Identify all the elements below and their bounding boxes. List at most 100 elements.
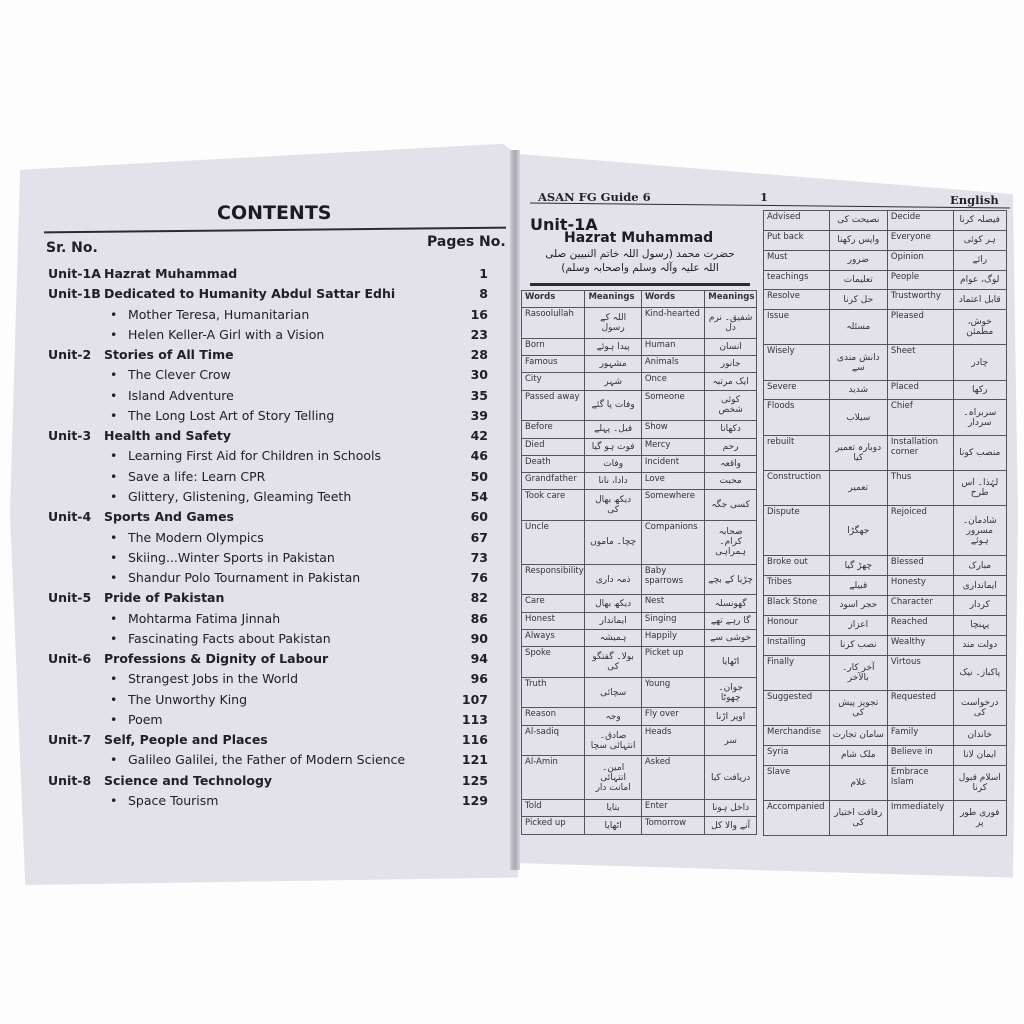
- word-cell: Heads: [640, 724, 706, 757]
- contents-entry: Glittery, Glistening, Gleaming Teeth 54: [48, 489, 488, 509]
- entry-page-number: 30: [470, 367, 488, 383]
- contents-entry: The Unworthy King 107: [48, 692, 488, 712]
- meaning-cell: جانور: [704, 355, 757, 374]
- entry-page-number: 46: [470, 448, 488, 464]
- meaning-cell: مسئلہ: [828, 309, 888, 346]
- word-cell: Floods: [763, 399, 830, 436]
- pages-no-header: Pages No.: [427, 234, 506, 250]
- entry-page-number: 23: [470, 326, 488, 342]
- entry-title: The Unworthy King: [110, 692, 247, 707]
- word-cell: Famous: [520, 355, 586, 374]
- table-row: Construction تعمیر Thus لہٰذا۔ اس طرح: [763, 469, 1008, 506]
- table-row: Told بتایا Enter داخل ہونا: [520, 799, 757, 818]
- table-row: Death وفات Incident واقعہ: [520, 454, 757, 474]
- entry-title: Self, People and Places: [104, 732, 268, 748]
- table-row: Rasoolullah اللہ کے رسول Kind-hearted شفیق۔…: [520, 307, 757, 339]
- meaning-cell: رفاقت اختیار کی: [828, 799, 888, 837]
- table-row: Must ضرور Opinion رائے: [763, 249, 1008, 271]
- entry-page-number: 28: [470, 347, 488, 363]
- meaning-cell: آخر کار۔ بالآخر: [828, 654, 888, 691]
- meaning-cell: آنے والا کل: [704, 816, 757, 835]
- table-row: Advised نصیحت کی Decide فیصلہ کرنا: [763, 210, 1008, 231]
- contents-entry: Galileo Galilei, the Father of Modern Sc…: [48, 752, 488, 772]
- meaning-cell: قبل۔ پہلے: [584, 420, 642, 439]
- word-cell: Family: [886, 724, 954, 746]
- meaning-cell: جوان۔ چھوٹا: [704, 676, 757, 709]
- entry-page-number: 60: [470, 509, 488, 525]
- entry-page-number: 90: [470, 630, 488, 646]
- table-row: Honour اعزاز Reached پہنچا: [763, 614, 1008, 636]
- word-cell: Thus: [886, 469, 954, 506]
- word-cell: Al-sadiq: [520, 724, 586, 757]
- word-cell: Kind-hearted: [640, 307, 706, 339]
- entry-title: Science and Technology: [104, 772, 273, 788]
- meaning-cell: سربراہ۔ سردار: [952, 399, 1008, 436]
- meaning-cell: دادا، نانا: [584, 472, 642, 491]
- contents-entry: The Clever Crow 30: [48, 367, 488, 387]
- word-cell: Reached: [886, 614, 954, 636]
- meaning-cell: دوبارہ تعمیر کیا: [828, 434, 888, 471]
- word-cell: Baby sparrows: [640, 563, 706, 596]
- word-cell: Installation corner: [886, 434, 954, 471]
- word-cell: rebuilt: [763, 434, 830, 471]
- meaning-cell: جھگڑا: [828, 504, 888, 557]
- vocab-table-right: Advised نصیحت کی Decide فیصلہ کرنا Put back و…: [763, 210, 1008, 837]
- unit-label: Unit-1A: [48, 266, 101, 281]
- word-cell: Black Stone: [763, 595, 830, 616]
- entry-page-number: 96: [470, 671, 488, 687]
- table-row: Picked up اٹھایا Tomorrow آنے والا کل: [520, 816, 757, 835]
- word-cell: Merchandise: [763, 724, 830, 746]
- word-cell: Pleased: [886, 309, 954, 346]
- word-cell: Requested: [886, 689, 954, 726]
- contents-entry: Unit-1A Hazrat Muhammad 1: [48, 266, 488, 286]
- meaning-cell: حجر اسود: [828, 595, 888, 616]
- meaning-cell: کوئی شخص: [704, 389, 757, 422]
- meaning-cell: خاندان: [952, 724, 1008, 746]
- table-row: Honest ایماندار Singing گا رہے تھے: [520, 611, 757, 631]
- meaning-cell: اعزاز: [828, 614, 888, 636]
- meaning-cell: ایماندار: [584, 611, 642, 631]
- table-row: Slave غلام Embrace Islam اسلام قبول کرنا: [763, 764, 1008, 801]
- meaning-cell: چادر: [952, 344, 1008, 381]
- meaning-cell: دولت مند: [952, 634, 1008, 656]
- meaning-cell: ذمہ داری: [584, 563, 642, 596]
- column-header: Meanings: [584, 289, 642, 309]
- word-cell: Embrace Islam: [886, 764, 954, 801]
- word-cell: Character: [886, 595, 954, 616]
- meaning-cell: وفات: [584, 454, 642, 474]
- table-row: Al-Amin امین۔ انتہائی امانت دار Asked دریاف…: [520, 755, 757, 801]
- table-row: rebuilt دوبارہ تعمیر کیا Installation corn…: [763, 434, 1008, 471]
- word-cell: Always: [520, 629, 586, 648]
- entry-page-number: 42: [470, 428, 488, 444]
- word-cell: Slave: [763, 764, 830, 801]
- word-cell: Mercy: [640, 437, 706, 456]
- table-row: Issue مسئلہ Pleased خوش، مطمئن: [763, 309, 1008, 346]
- table-row: Reason وجہ Fly over اوپر اڑنا: [520, 707, 757, 726]
- meaning-cell: منصب کونا: [952, 434, 1008, 471]
- word-cell: Human: [640, 337, 706, 357]
- table-row: Floods سیلاب Chief سربراہ۔ سردار: [763, 399, 1008, 436]
- table-row: Severe شدید Placed رکھا: [763, 379, 1008, 401]
- page-number: 1: [760, 190, 769, 204]
- table-row: Resolve حل کرنا Trustworthy قابل اعتماد: [763, 289, 1008, 311]
- word-cell: Tribes: [763, 575, 830, 596]
- meaning-cell: رائے: [952, 249, 1008, 271]
- table-row: Suggested تجویز پیش کی Requested درخواست کی: [763, 689, 1008, 726]
- word-cell: Born: [520, 337, 586, 357]
- entry-title: Health and Safety: [104, 428, 231, 444]
- table-row: Always ہمیشہ Happily خوشی سے: [520, 629, 757, 648]
- word-cell: Animals: [640, 355, 706, 374]
- meaning-cell: پہنچا: [952, 614, 1008, 636]
- word-cell: Installing: [763, 634, 830, 656]
- table-row: Truth سچائی Young جوان۔ چھوٹا: [520, 676, 757, 709]
- contents-entry: Unit-6 Professions & Dignity of Labour 94: [48, 651, 488, 671]
- meaning-cell: خوش، مطمئن: [952, 309, 1008, 346]
- contents-entry: Unit-2 Stories of All Time 28: [48, 347, 488, 367]
- contents-title: CONTENTS: [217, 202, 332, 224]
- meaning-cell: اٹھایا: [704, 646, 757, 678]
- meaning-cell: شدید: [828, 379, 888, 401]
- word-cell: Put back: [763, 229, 830, 251]
- word-cell: Nest: [640, 594, 706, 613]
- word-cell: Syria: [763, 744, 830, 766]
- meaning-cell: چڑیا کے بچے: [704, 563, 757, 596]
